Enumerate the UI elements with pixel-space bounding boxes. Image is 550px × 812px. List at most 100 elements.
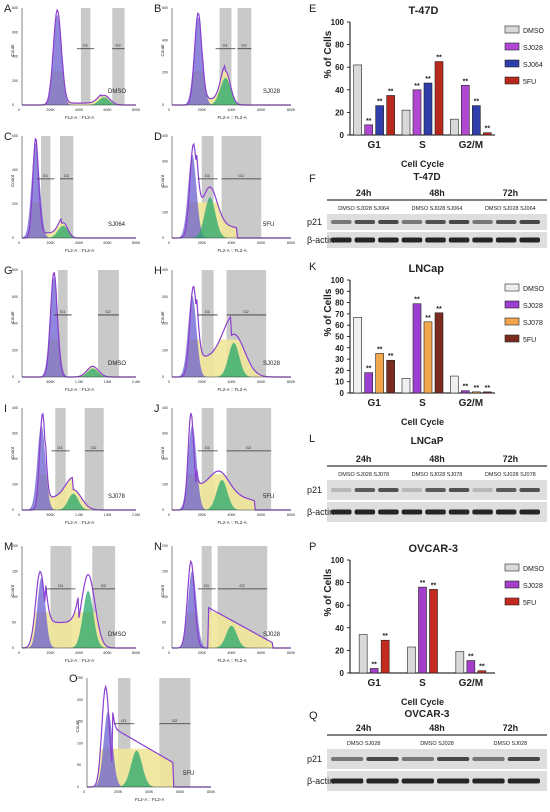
row-label-actin: β-actin (307, 235, 334, 245)
bar-sj028-g1 (364, 124, 373, 136)
sample-label: DMSO (108, 632, 126, 638)
x-tick-label: G2/M (459, 678, 483, 689)
bar-5fu-s (434, 61, 444, 136)
significance-marker: ** (485, 126, 491, 133)
y-tick-label: 600 (12, 30, 18, 34)
significance-marker: ** (463, 384, 469, 391)
legend-label: SJ078 (523, 320, 543, 327)
legend-label: 5FU (523, 600, 536, 607)
flow-histogram-J: J G1 G2 0 200K 400K 600K 800K 0 100 200 300 400 FL2-A… (154, 403, 296, 525)
legend-label: SJ064 (523, 62, 543, 69)
bar-dmso-g1 (353, 316, 362, 394)
g2-peak-fill (22, 591, 136, 648)
x-tick-label: 800K (287, 108, 296, 112)
timepoint-label: 48h (429, 454, 445, 464)
sample-label: DMSO (108, 89, 126, 95)
x-tick-label: 800K (132, 241, 141, 245)
y-tick-label: 100 (331, 556, 345, 565)
y-tick-label: 300 (162, 295, 168, 299)
bar-5fu-g1 (386, 359, 395, 394)
x-tick-label: 400K (75, 108, 84, 112)
row-label-p21: p21 (307, 217, 322, 227)
y-tick-label: 0 (162, 375, 164, 379)
x-axis-label: FL2-A :: FL2-A (218, 520, 247, 525)
y-axis-label: Count (10, 311, 15, 324)
y-tick-label: 20 (335, 366, 344, 375)
timepoint-label: 72h (503, 723, 519, 733)
western-blot-svg: Q OVCAR-3 24h DMSO SJ028 48h DMSO SJ028 72h DMS… (307, 709, 547, 791)
y-tick-label: 80 (335, 579, 344, 588)
flow-histogram-O: O G1 G2 0 200K 400K 600K 800K 0 50 100 150 200 250 FL2… (69, 673, 216, 802)
x-tick-label: 0 (18, 241, 20, 245)
legend-label: DMSO (523, 286, 545, 293)
y-tick-label: 200 (12, 348, 18, 352)
timepoint-label: 48h (429, 188, 445, 198)
bar-sj028-g2m (461, 390, 470, 394)
significance-marker: ** (371, 661, 377, 668)
significance-marker: ** (377, 346, 383, 353)
y-tick-label: 80 (335, 299, 344, 308)
legend-swatch (504, 580, 520, 589)
g1-peak-fill (172, 17, 291, 105)
bar-chart-svg: E T-47D 0 20 40 60 80 100 % of Cells ** ** ** G1 ** **… (309, 3, 545, 169)
significance-marker: ** (468, 654, 474, 661)
g1-peak-fill (22, 277, 136, 377)
actin-band (448, 237, 470, 243)
significance-marker: ** (382, 633, 388, 640)
bar-dmso-s (401, 109, 411, 136)
bar-sj028-g2m (461, 84, 470, 136)
y-axis-label: Count (10, 174, 15, 187)
x-tick-label: 1.2M (75, 380, 83, 384)
y-tick-label: 100 (12, 483, 18, 487)
panel-letter: L (309, 433, 315, 445)
timepoint-label: 24h (356, 454, 372, 464)
legend-swatch (504, 597, 520, 606)
row-label-actin: β-actin (307, 776, 334, 786)
western-blot-ovcar3: Q OVCAR-3 24h DMSO SJ028 48h DMSO SJ028 72h DMS… (305, 705, 550, 805)
y-tick-label: 400 (12, 322, 18, 326)
p21-band (401, 488, 423, 492)
bar-5fu-g2m (477, 670, 487, 674)
x-axis-label: Cell Cycle (401, 417, 444, 427)
lane-labels: DMSO SJ028 SJ064 (485, 206, 536, 212)
p21-band (425, 220, 446, 224)
x-tick-label: 800K (287, 380, 296, 384)
bar-sj078-s (423, 321, 433, 394)
x-tick-label: 200K (47, 241, 56, 245)
gate-g1-label: G1 (57, 445, 63, 450)
flow-panel-G: G G1 G2 0 600K 1.2M 1.8M 2.4M 0 200 400 600 800 FL2-A… (0, 262, 150, 397)
y-tick-label: 200 (162, 457, 168, 461)
y-tick-label: 200 (12, 457, 18, 461)
bar-5fu-s (429, 589, 438, 674)
bar-chart-ovcar3: P OVCAR-3 0 20 40 60 80 100 % of Cells ** ** G1 ** **… (305, 538, 550, 708)
blot-title: T-47D (413, 172, 440, 183)
x-tick-label: 800K (287, 513, 296, 517)
flow-histogram-D: D G1 G2 0 200K 400K 600K 800K 0 100 200 300 400 FL2-A… (154, 131, 296, 253)
gate-g1-region (55, 408, 66, 510)
x-tick-label: 0 (168, 513, 170, 517)
x-tick-label: G1 (367, 678, 381, 689)
bar-dmso-g1 (353, 64, 362, 136)
sample-label: SJ078 (108, 494, 126, 500)
p21-band (495, 220, 517, 224)
x-tick-label: 200K (47, 108, 56, 112)
x-tick-label: 200K (198, 651, 207, 655)
y-tick-label: 100 (331, 276, 345, 285)
p21-band (448, 488, 470, 492)
y-tick-label: 200 (162, 71, 168, 75)
x-tick-label: S (419, 678, 426, 689)
x-axis-label: FL2-A :: FL2-A (218, 115, 247, 120)
y-tick-label: 200 (12, 544, 18, 548)
x-tick-label: 0 (168, 651, 170, 655)
actin-band (378, 237, 399, 243)
gate-g1-region (41, 136, 51, 238)
lane-labels: DMSO SJ028 SJ078 (485, 472, 536, 478)
x-tick-label: 800K (287, 651, 296, 655)
p21-band (331, 757, 364, 761)
y-tick-label: 0 (12, 508, 14, 512)
actin-band (401, 509, 423, 515)
significance-marker: ** (479, 664, 485, 671)
x-axis-label: FL2-A :: FL2-A (65, 658, 94, 663)
actin-band (401, 237, 423, 243)
